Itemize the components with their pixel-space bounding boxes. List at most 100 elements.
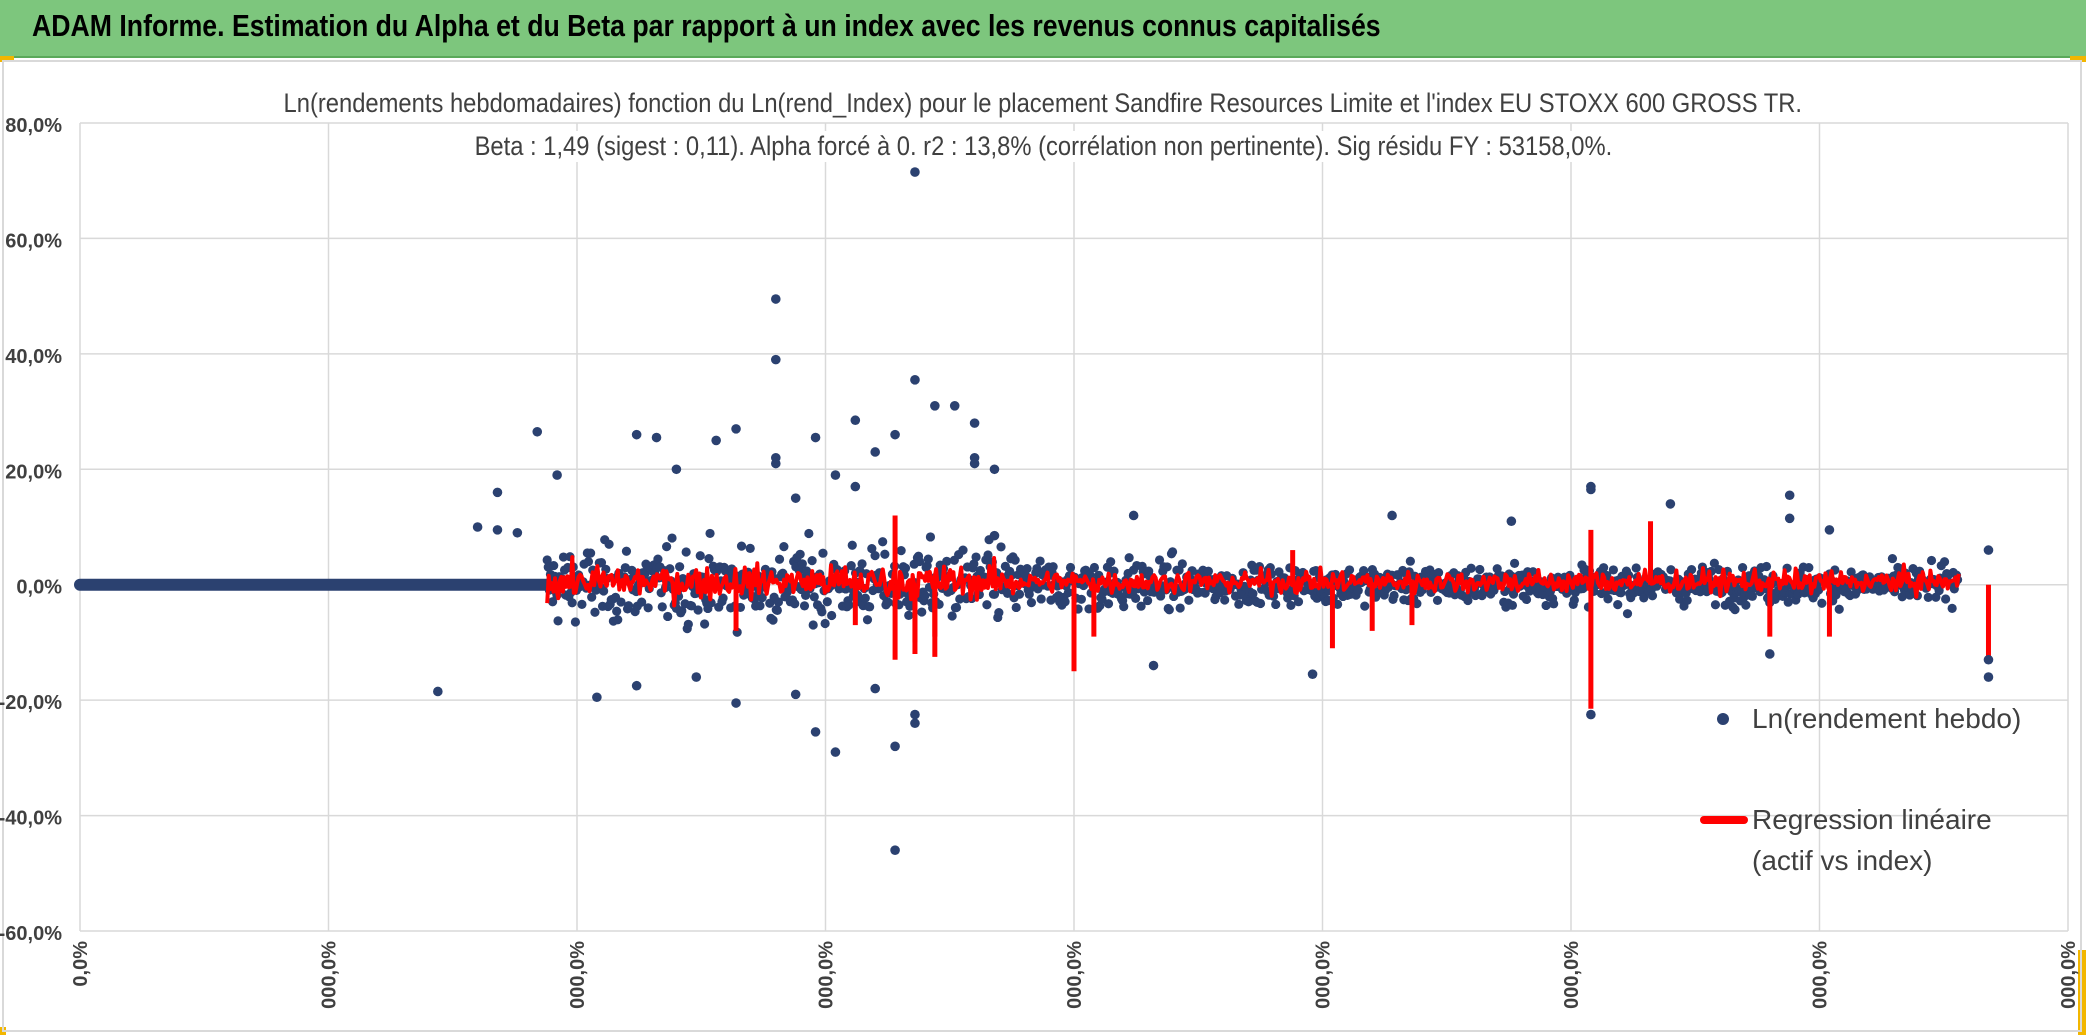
- scatter-point: [807, 556, 817, 566]
- scatter-point: [930, 401, 940, 411]
- scatter-point: [771, 354, 781, 365]
- scatter-point: [1784, 490, 1795, 501]
- scatter-point: [1234, 599, 1244, 609]
- scatter-point: [910, 718, 920, 729]
- scatter-point: [790, 493, 801, 503]
- chart-title-line2: Beta : 1,49 (sigest : 0,11). Alpha forcé…: [0, 131, 2086, 162]
- scatter-point: [983, 550, 993, 560]
- scatter-point: [1682, 595, 1692, 605]
- scatter-point: [1164, 605, 1174, 615]
- scatter-point: [718, 593, 728, 603]
- x-tick-label: 000,0%: [816, 941, 838, 1009]
- scatter-point: [624, 601, 634, 611]
- scatter-point: [681, 547, 691, 557]
- scatter-point: [1131, 593, 1141, 603]
- scatter-point: [799, 601, 810, 611]
- scatter-point: [771, 458, 781, 469]
- scatter-point: [1983, 672, 1994, 682]
- scatter-point: [1475, 564, 1485, 575]
- scatter-point: [1608, 565, 1618, 575]
- scatter-point: [810, 727, 821, 737]
- scatter-point: [671, 464, 682, 475]
- scatter-point: [512, 527, 523, 538]
- scatter-point: [1521, 594, 1532, 605]
- scatter-point: [1089, 562, 1099, 573]
- scatter-point: [867, 544, 877, 554]
- scatter-point: [1175, 603, 1185, 613]
- scatter-point: [532, 426, 543, 437]
- scatter-point: [599, 586, 609, 596]
- scatter-point: [700, 619, 710, 629]
- scatter-point: [910, 375, 920, 385]
- x-tick-label: 000,0%: [1810, 941, 1832, 1009]
- scatter-point: [492, 525, 503, 535]
- scatter-point: [1834, 604, 1844, 614]
- scatter-point: [586, 548, 596, 558]
- x-tick-label: 000,0%: [319, 941, 341, 1009]
- legend-scatter-marker: [1717, 713, 1729, 725]
- scatter-point: [1128, 510, 1139, 521]
- scatter-point: [779, 542, 789, 552]
- scatter-point: [1010, 555, 1020, 565]
- x-tick-label: 000,0%: [2058, 941, 2080, 1009]
- scatter-point: [1934, 586, 1944, 596]
- scatter-point: [1026, 597, 1037, 608]
- scatter-point: [810, 432, 821, 443]
- scatter-point: [1433, 567, 1444, 578]
- scatter-point: [1983, 545, 1994, 555]
- scatter-point: [705, 528, 715, 539]
- report-header: ADAM Informe. Estimation du Alpha et du …: [0, 0, 2086, 58]
- corner-mark-top-right: [2070, 56, 2086, 62]
- scatter-point: [896, 546, 906, 556]
- y-tick-label: 20,0%: [5, 461, 62, 483]
- scatter-point: [651, 432, 662, 443]
- scatter-point: [1586, 709, 1596, 720]
- scatter-point: [772, 605, 782, 615]
- x-tick-label: 0,0%: [70, 941, 92, 987]
- scatter-point: [1432, 595, 1443, 605]
- scatter-point: [925, 532, 936, 542]
- scatter-point: [1549, 599, 1559, 609]
- scatter-point: [870, 683, 880, 694]
- scatter-point: [1360, 601, 1370, 611]
- scatter-point: [558, 552, 569, 562]
- scatter-point: [1463, 595, 1473, 606]
- scatter-point: [1154, 555, 1165, 565]
- scatter-point: [1639, 593, 1649, 603]
- scatter-point: [1586, 484, 1596, 495]
- scatter-point: [1119, 602, 1129, 612]
- scatter-point: [1765, 649, 1775, 659]
- scatter-point: [969, 418, 980, 428]
- scatter-point: [1599, 563, 1609, 573]
- scatter-point: [711, 435, 721, 446]
- scatter-point: [1255, 598, 1266, 609]
- scatter-point: [827, 610, 837, 621]
- scatter-point: [693, 605, 703, 615]
- scatter-point: [1177, 559, 1187, 569]
- scatter-point: [1203, 566, 1214, 576]
- scatter-point: [1106, 557, 1116, 567]
- scatter-point: [604, 539, 614, 549]
- scatter-point: [1761, 561, 1772, 572]
- scatter-point: [1741, 600, 1751, 610]
- scatter-point: [570, 617, 581, 627]
- x-tick-label: 000,0%: [567, 941, 589, 1009]
- scatter-point: [883, 597, 893, 607]
- scatter-point: [1286, 600, 1296, 611]
- scatter-point: [1405, 556, 1415, 566]
- scatter-point: [804, 528, 814, 539]
- scatter-point: [1747, 591, 1757, 601]
- scatter-point: [1622, 609, 1633, 619]
- scatter-point: [1184, 595, 1194, 605]
- scatter-point: [910, 709, 920, 720]
- scatter-point: [949, 401, 960, 411]
- scatter-point: [567, 598, 577, 608]
- x-tick-label: 000,0%: [1561, 941, 1583, 1009]
- scatter-point: [577, 599, 587, 609]
- scatter-point: [942, 556, 952, 566]
- scatter-point: [774, 554, 785, 564]
- scatter-point: [1666, 565, 1676, 575]
- scatter-point: [1048, 562, 1058, 572]
- legend-regression-label-1: Regression linéaire: [1752, 804, 1992, 835]
